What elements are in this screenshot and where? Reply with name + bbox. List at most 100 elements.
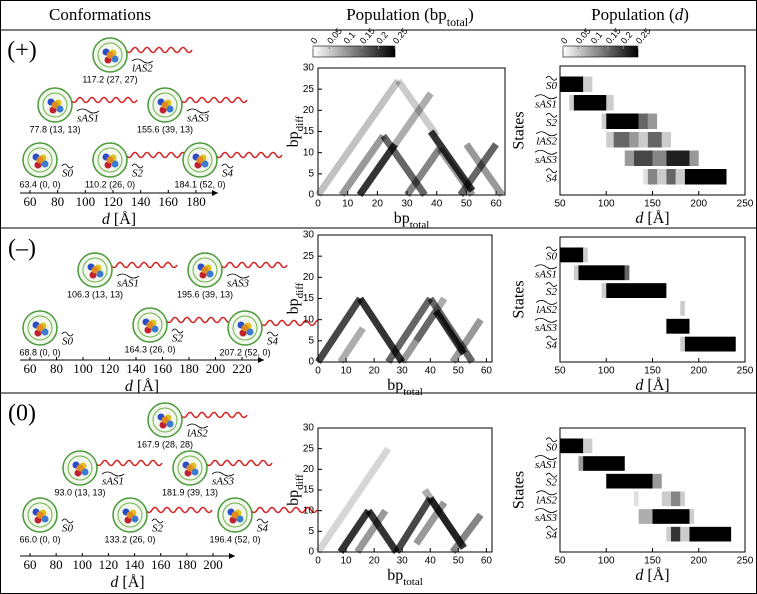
label-var: d: [635, 210, 644, 227]
population-ridge: [315, 78, 402, 198]
tilde: [534, 264, 558, 270]
dna-tail: [139, 506, 213, 514]
y-tick-label: 10: [303, 505, 315, 516]
population-cell: [680, 336, 685, 352]
population-ridge: [395, 78, 440, 138]
state-label: sAS3: [212, 476, 235, 488]
axis-tick-label: 160: [151, 557, 171, 572]
tilde: [534, 149, 558, 155]
population-ridge: [463, 142, 505, 198]
population-cell: [647, 113, 658, 129]
y-tick-label: 0: [308, 547, 314, 558]
axis-tick-label: 100: [73, 557, 93, 572]
tilde: [535, 300, 558, 305]
population-ridge: [315, 446, 392, 554]
tilde: [101, 471, 125, 477]
axis-tick-label: 200: [203, 557, 223, 572]
population-ridge: [421, 488, 462, 542]
population-cell: [638, 509, 653, 524]
colorbar-tick-label: 0.25: [634, 26, 653, 46]
plot-area: [318, 428, 492, 552]
tilde: [76, 108, 100, 114]
histone-core: [96, 270, 104, 278]
tilde: [535, 131, 558, 137]
x-tick-label: 50: [461, 199, 473, 210]
population-cell: [573, 95, 607, 111]
energy-label: 195.6 (39, 13): [177, 289, 233, 299]
axis-tick-label: 140: [126, 361, 146, 376]
axis-tick-label: 140: [125, 557, 145, 572]
histone-core: [81, 468, 89, 476]
x-tick-label: 20: [369, 366, 381, 377]
histone-dna: [232, 315, 258, 341]
axis-unit: [Å]: [137, 377, 159, 395]
population-ridge: [315, 296, 364, 364]
tilde: [545, 472, 558, 478]
axis-tick-label: 180: [177, 557, 197, 572]
y-tick-label: 15: [303, 485, 315, 496]
state-label: S2: [152, 523, 164, 535]
axis-tick-label: 60: [24, 557, 37, 572]
population-cell: [634, 150, 653, 166]
header: Population (bptotal): [346, 5, 474, 29]
histone-dna: [27, 315, 53, 341]
state-label: S0: [546, 250, 558, 262]
population-ridge: [457, 142, 499, 198]
label-sub: total: [403, 386, 423, 398]
y-axis-label: States: [511, 471, 528, 509]
population-ridge: [337, 508, 372, 554]
population-ridge: [413, 296, 448, 343]
population-cell: [684, 336, 736, 352]
y-tick-label: 10: [303, 147, 315, 158]
x-tick-label: 200: [690, 199, 707, 210]
histone-core: [36, 511, 44, 519]
x-tick-label: 60: [481, 366, 493, 377]
axis-tick-label: 160: [159, 194, 179, 209]
x-tick-label: 0: [315, 366, 321, 377]
state-label: S4: [267, 336, 279, 348]
population-cell: [680, 301, 685, 316]
population-cell: [601, 113, 607, 129]
header-sub: total: [447, 15, 469, 29]
tilde: [131, 58, 154, 64]
axis-arrow: [258, 357, 264, 363]
histone-core: [51, 101, 59, 109]
label-text: bp: [387, 377, 403, 394]
population-cell: [661, 132, 671, 148]
population-ridge: [413, 500, 448, 546]
x-tick-label: 150: [644, 366, 661, 377]
energy-label: 164.3 (26, 0): [124, 344, 175, 354]
energy-label: 133.2 (26, 0): [104, 534, 155, 544]
population-cell: [684, 169, 727, 185]
y-tick-label: 5: [308, 335, 314, 346]
axis-unit: [Å]: [122, 573, 144, 591]
y-tick-label: 30: [303, 63, 315, 74]
colorbar-tick-label: 0: [309, 36, 320, 46]
histone-core: [76, 464, 84, 472]
population-cell: [634, 491, 639, 507]
x-tick-label: 30: [401, 199, 413, 210]
population-cell: [647, 132, 662, 148]
histone-dna: [117, 502, 143, 528]
x-tick-label: 20: [369, 556, 381, 567]
population-cell: [560, 247, 584, 263]
label-var: d: [635, 377, 644, 394]
header-text: ): [683, 5, 689, 24]
axis-tick-label: 80: [50, 557, 63, 572]
label-var: d: [635, 567, 644, 584]
y-axis-label: bpdiff: [285, 282, 306, 314]
population-cell: [606, 473, 653, 489]
x-tick-label: 0: [315, 556, 321, 567]
histone-core: [166, 105, 174, 113]
energy-label: 77.8 (13, 13): [29, 124, 80, 134]
histone-core: [106, 156, 114, 164]
histone-core: [41, 328, 49, 336]
population-ridge: [432, 309, 467, 356]
histone-core: [41, 160, 49, 168]
population-cell: [624, 265, 630, 281]
x-axis-label: d [Å]: [635, 376, 669, 394]
histone-dna: [192, 257, 218, 283]
population-cell: [689, 509, 695, 524]
y-tick-label: 10: [303, 314, 315, 325]
population-cell: [671, 491, 681, 507]
